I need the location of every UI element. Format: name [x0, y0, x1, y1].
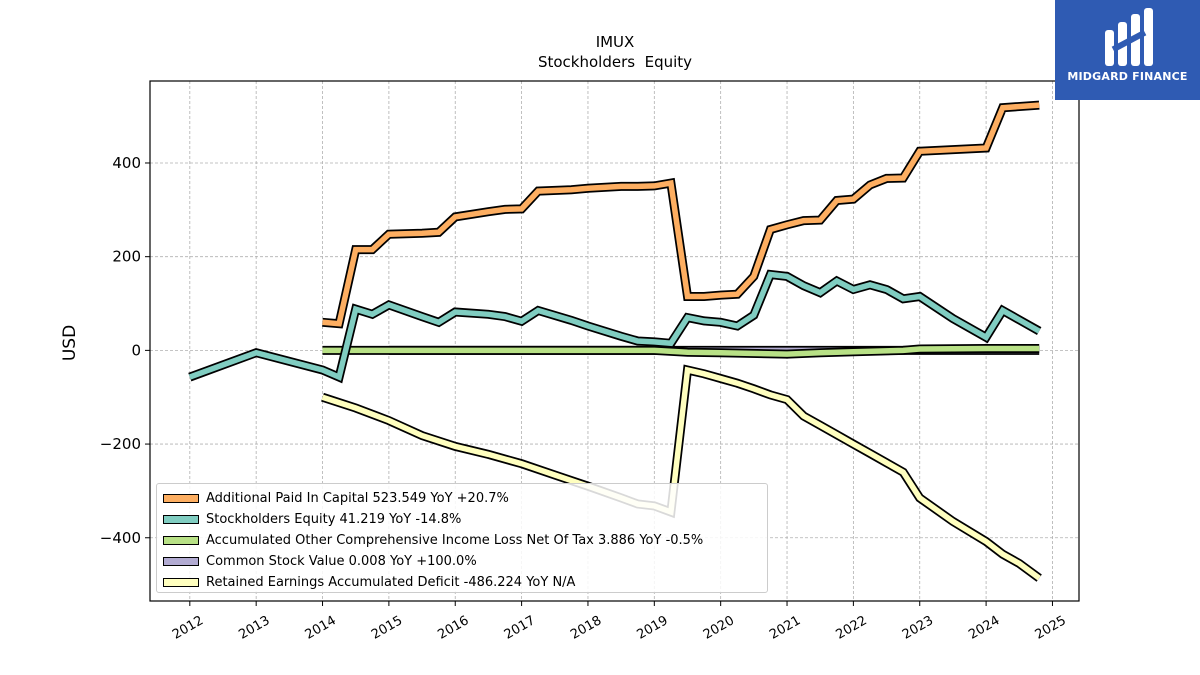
legend-item-retained-earnings: Retained Earnings Accumulated Deficit -4…: [163, 572, 761, 593]
chart-title: IMUX: [596, 33, 635, 51]
series-line-outline: [322, 100, 1040, 329]
x-tick-label: 2020: [701, 613, 737, 643]
midgard-finance-logo: MIDGARD FINANCE: [1055, 0, 1200, 100]
y-axis-label: USD: [60, 325, 80, 361]
legend-label: Accumulated Other Comprehensive Income L…: [206, 533, 704, 548]
chart-subtitle: Stockholders Equity: [538, 53, 692, 71]
series-retained-earnings-accumulated-deficit: [321, 364, 1042, 582]
x-tick-label: 2025: [1033, 613, 1069, 643]
series-line: [322, 102, 1040, 327]
series-line: [322, 345, 1040, 357]
series-lines: [188, 100, 1042, 582]
x-tick-label: 2019: [634, 613, 670, 643]
series-accumulated-other-comprehensive-income-loss-net-of-tax: [322, 344, 1040, 359]
legend-swatch: [163, 515, 199, 524]
x-tick-label: 2013: [236, 613, 272, 643]
x-tick-label: 2024: [966, 613, 1002, 643]
y-tick-label: 200: [112, 248, 141, 266]
legend-label: Additional Paid In Capital 523.549 YoY +…: [206, 491, 509, 506]
y-tick-label: 400: [112, 154, 141, 172]
legend-label: Stockholders Equity 41.219 YoY -14.8%: [206, 512, 462, 527]
legend-swatch: [163, 578, 199, 587]
x-tick-label: 2016: [435, 613, 471, 643]
chart-legend: Additional Paid In Capital 523.549 YoY +…: [156, 483, 768, 593]
series-additional-paid-in-capital: [322, 100, 1040, 329]
legend-item-common-stock-value: Common Stock Value 0.008 YoY +100.0%: [163, 551, 761, 572]
x-tick-label: 2015: [369, 613, 405, 643]
x-tick-label: 2014: [303, 613, 339, 643]
series-line-outline: [188, 269, 1042, 384]
x-tick-label: 2023: [900, 613, 936, 643]
legend-item-additional-paid-in-capital: Additional Paid In Capital 523.549 YoY +…: [163, 488, 761, 509]
legend-swatch: [163, 494, 199, 503]
legend-item-accumulated-oci: Accumulated Other Comprehensive Income L…: [163, 530, 761, 551]
legend-swatch: [163, 557, 199, 566]
y-tick-label: 0: [131, 341, 141, 359]
x-tick-label: 2018: [568, 613, 604, 643]
midgard-logo-mark-icon: [1105, 8, 1153, 66]
series-stockholders-equity: [188, 269, 1042, 384]
x-tick-label: 2021: [767, 613, 803, 643]
legend-label: Retained Earnings Accumulated Deficit -4…: [206, 575, 576, 590]
legend-label: Common Stock Value 0.008 YoY +100.0%: [206, 554, 477, 569]
series-line: [188, 271, 1041, 381]
brand-name: MIDGARD FINANCE: [1067, 70, 1188, 83]
y-tick-label: −200: [100, 435, 141, 453]
x-tick-label: 2022: [834, 613, 870, 643]
x-tick-label: 2012: [170, 613, 206, 643]
legend-item-stockholders-equity: Stockholders Equity 41.219 YoY -14.8%: [163, 509, 761, 530]
legend-swatch: [163, 536, 199, 545]
y-tick-label: −400: [100, 529, 141, 547]
series-line: [321, 366, 1041, 581]
plot-frame: [149, 80, 1080, 602]
x-tick-label: 2017: [502, 613, 538, 643]
